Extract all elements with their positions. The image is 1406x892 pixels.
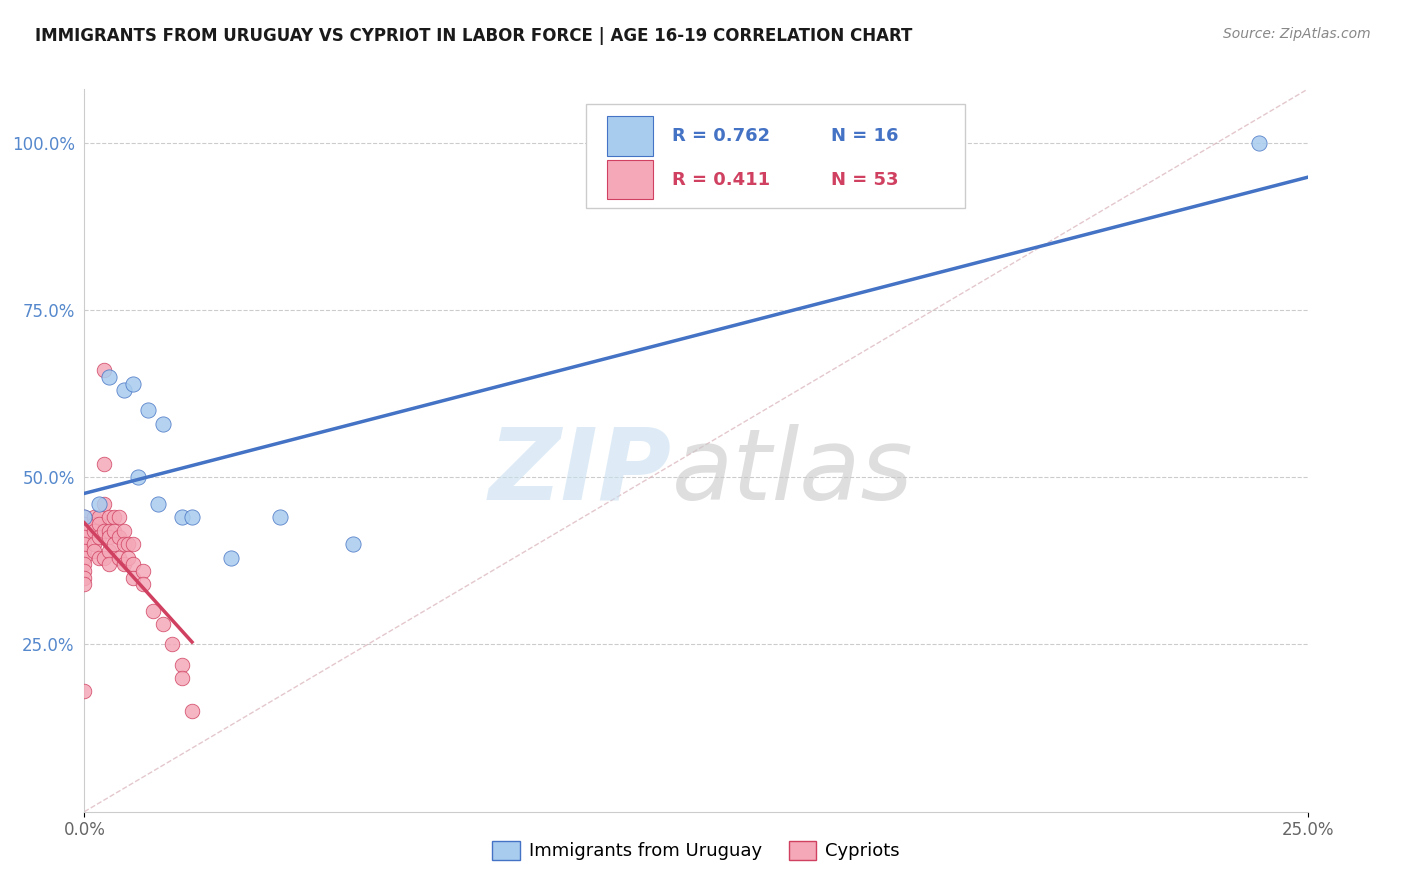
Point <box>73 571 96 585</box>
Point <box>93 363 115 377</box>
Point <box>97 530 120 544</box>
Point <box>122 571 145 585</box>
Bar <box>606 160 654 200</box>
Point <box>122 537 145 551</box>
Point <box>87 517 110 532</box>
Point <box>181 705 204 719</box>
Point <box>122 376 145 391</box>
Point <box>93 524 115 538</box>
Point <box>93 550 115 565</box>
Point <box>87 550 110 565</box>
Point <box>112 537 135 551</box>
Text: N = 53: N = 53 <box>831 170 898 188</box>
Text: Source: ZipAtlas.com: Source: ZipAtlas.com <box>1223 27 1371 41</box>
Point <box>107 530 129 544</box>
Point <box>122 557 145 572</box>
Point <box>97 524 120 538</box>
Point <box>269 510 291 524</box>
Point <box>93 497 115 511</box>
Point <box>117 537 139 551</box>
Text: ZIP: ZIP <box>488 424 672 521</box>
Point <box>73 524 96 538</box>
Point <box>73 550 96 565</box>
Point <box>83 517 105 532</box>
Point <box>117 550 139 565</box>
Point <box>87 497 110 511</box>
Point <box>73 537 96 551</box>
Point <box>93 457 115 471</box>
Point <box>83 543 105 558</box>
FancyBboxPatch shape <box>586 103 965 209</box>
Text: R = 0.411: R = 0.411 <box>672 170 769 188</box>
Point <box>219 550 242 565</box>
Point <box>152 417 174 431</box>
Point <box>97 557 120 572</box>
Text: atlas: atlas <box>672 424 912 521</box>
Text: IMMIGRANTS FROM URUGUAY VS CYPRIOT IN LABOR FORCE | AGE 16-19 CORRELATION CHART: IMMIGRANTS FROM URUGUAY VS CYPRIOT IN LA… <box>35 27 912 45</box>
Text: N = 16: N = 16 <box>831 128 898 145</box>
Point <box>172 671 194 685</box>
Bar <box>606 116 654 156</box>
Point <box>152 617 174 632</box>
Point <box>73 684 96 698</box>
Point <box>73 577 96 591</box>
Point <box>136 403 159 417</box>
Point <box>73 543 96 558</box>
Point <box>97 369 120 384</box>
Point <box>172 657 194 672</box>
Point <box>103 537 125 551</box>
Text: R = 0.762: R = 0.762 <box>672 128 769 145</box>
Point <box>87 530 110 544</box>
Point <box>127 470 149 484</box>
Point <box>112 524 135 538</box>
Point <box>97 510 120 524</box>
Point <box>132 564 155 578</box>
Point <box>73 557 96 572</box>
Point <box>97 543 120 558</box>
Point <box>87 510 110 524</box>
Point <box>103 524 125 538</box>
Point <box>83 524 105 538</box>
Point <box>83 537 105 551</box>
Point <box>103 510 125 524</box>
Point <box>142 604 165 618</box>
Point <box>1247 136 1270 150</box>
Point <box>83 510 105 524</box>
Point <box>146 497 169 511</box>
Point <box>107 550 129 565</box>
Point <box>73 564 96 578</box>
Point <box>172 510 194 524</box>
Point <box>73 510 96 524</box>
Point <box>181 510 204 524</box>
Point <box>73 510 96 524</box>
Point <box>112 384 135 398</box>
Point <box>107 510 129 524</box>
Point <box>162 637 184 651</box>
Point <box>112 557 135 572</box>
Point <box>73 517 96 532</box>
Point <box>342 537 364 551</box>
Legend: Immigrants from Uruguay, Cypriots: Immigrants from Uruguay, Cypriots <box>485 834 907 868</box>
Point <box>132 577 155 591</box>
Point <box>73 530 96 544</box>
